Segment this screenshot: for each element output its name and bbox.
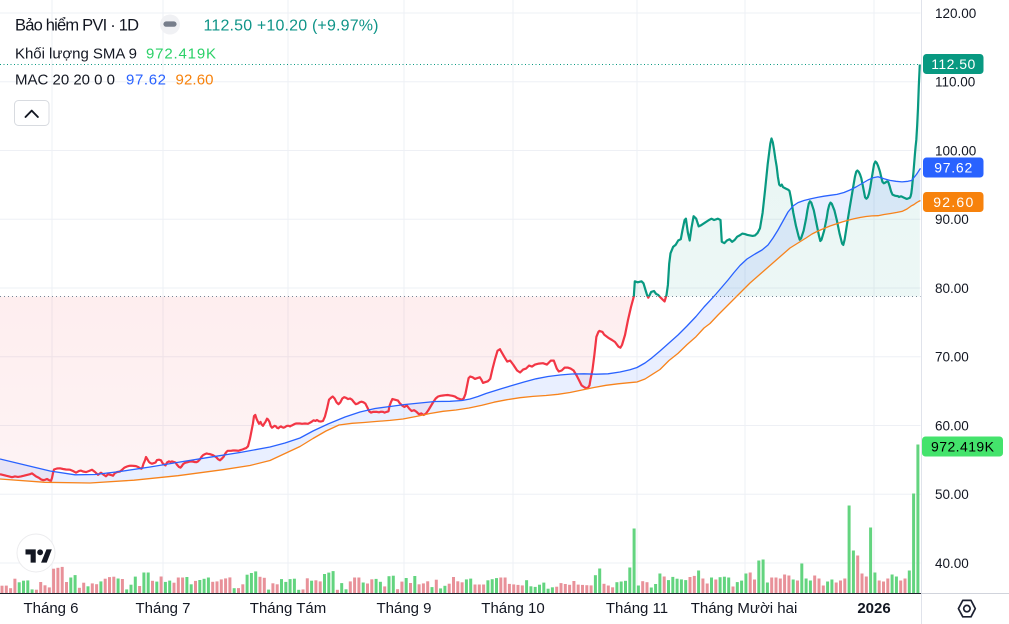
svg-text:Tháng 6: Tháng 6 (23, 600, 78, 617)
svg-text:50.00: 50.00 (935, 487, 969, 502)
svg-text:972.419K: 972.419K (146, 46, 216, 63)
svg-text:Tháng Mười hai: Tháng Mười hai (691, 600, 798, 617)
svg-text:Bảo hiểm PVI · 1D: Bảo hiểm PVI · 1D (15, 17, 139, 35)
svg-text:Tháng 11: Tháng 11 (606, 600, 668, 617)
svg-text:97.62: 97.62 (934, 160, 972, 176)
svg-text:110.00: 110.00 (935, 75, 975, 90)
svg-text:80.00: 80.00 (935, 281, 969, 296)
svg-text:92.60: 92.60 (933, 194, 973, 210)
svg-text:112.50 +10.20 (+9.97%): 112.50 +10.20 (+9.97%) (204, 18, 379, 35)
svg-text:100.00: 100.00 (935, 143, 976, 158)
svg-text:97.62: 97.62 (126, 72, 166, 89)
svg-text:92.60: 92.60 (176, 72, 214, 89)
svg-text:60.00: 60.00 (935, 418, 969, 433)
svg-text:112.50: 112.50 (931, 56, 975, 72)
svg-text:2026: 2026 (857, 600, 890, 617)
svg-text:Tháng 9: Tháng 9 (376, 600, 431, 617)
svg-text:120.00: 120.00 (935, 6, 976, 21)
svg-text:70.00: 70.00 (935, 350, 969, 365)
svg-text:Tháng 10: Tháng 10 (481, 600, 544, 617)
svg-text:Tháng 7: Tháng 7 (135, 600, 190, 617)
svg-text:40.00: 40.00 (935, 556, 969, 571)
svg-text:972.419K: 972.419K (931, 439, 995, 455)
svg-text:Tháng Tám: Tháng Tám (250, 600, 326, 617)
svg-text:Khối lượng SMA 9: Khối lượng SMA 9 (15, 46, 137, 63)
svg-text:MAC 20 20 0 0: MAC 20 20 0 0 (15, 72, 115, 89)
svg-text:90.00: 90.00 (935, 212, 969, 227)
